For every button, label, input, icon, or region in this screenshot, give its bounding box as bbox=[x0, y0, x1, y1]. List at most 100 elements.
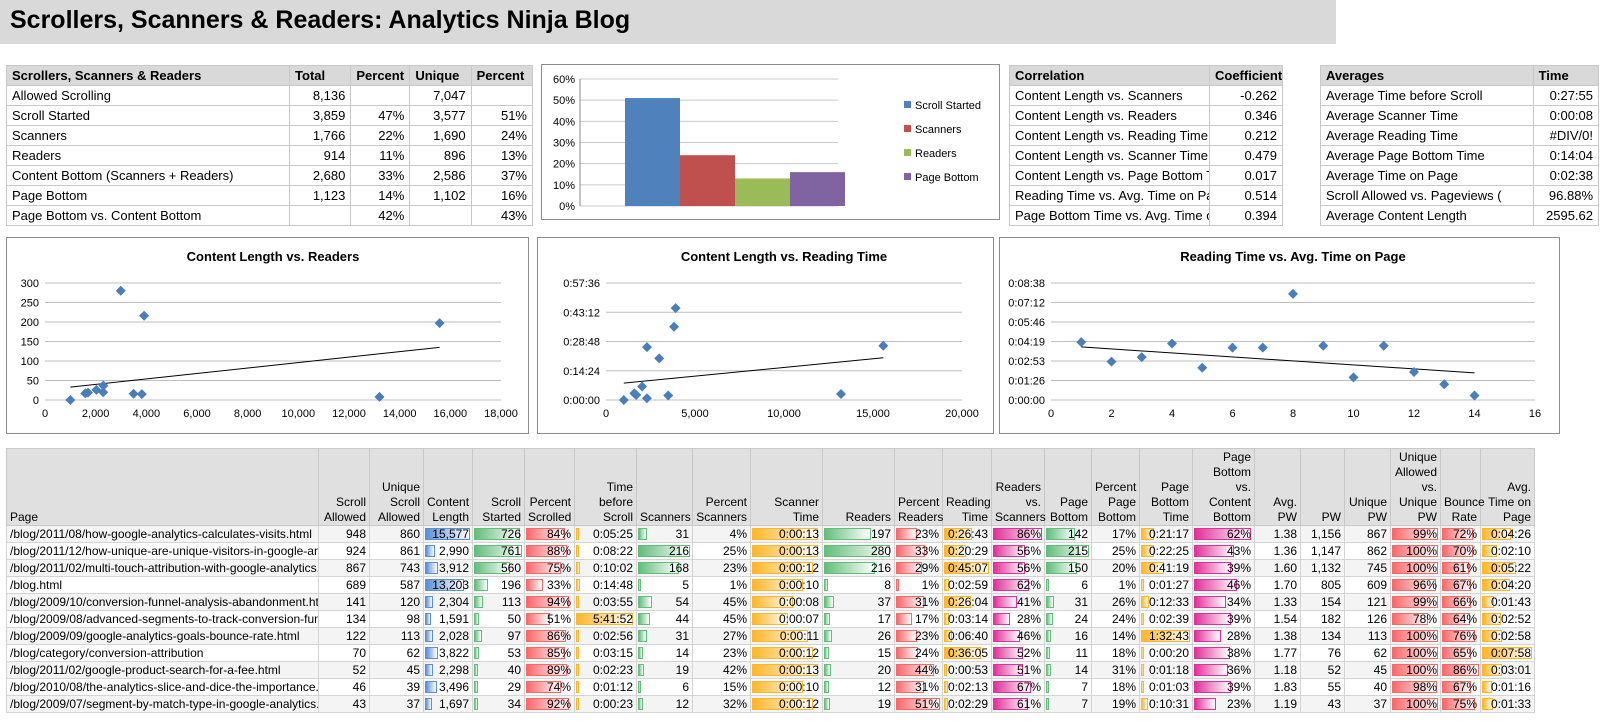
data-point[interactable] bbox=[878, 340, 889, 351]
data-cell[interactable]: 39% bbox=[1192, 559, 1255, 577]
data-cell[interactable]: 19% bbox=[1091, 695, 1140, 713]
data-cell[interactable]: 19 bbox=[822, 695, 895, 713]
averages-cell[interactable]: Scroll Allowed vs. Pageviews ( bbox=[1320, 185, 1534, 206]
data-cell[interactable]: 1,697 bbox=[423, 695, 473, 713]
data-cell[interactable]: 53 bbox=[472, 644, 525, 662]
data-cell[interactable]: 0:00:53 bbox=[942, 661, 992, 679]
data-cell[interactable]: 39% bbox=[1192, 678, 1255, 696]
data-cell[interactable]: 2,028 bbox=[423, 627, 473, 645]
data-point[interactable] bbox=[1409, 366, 1419, 377]
averages-cell[interactable]: Average Content Length bbox=[1320, 205, 1534, 226]
correlation-cell[interactable]: Content Length vs. Reading Time bbox=[1009, 125, 1210, 146]
averages-cell[interactable]: #DIV/0! bbox=[1532, 125, 1600, 146]
data-cell[interactable]: 0:06:40 bbox=[942, 627, 992, 645]
page-cell[interactable]: /blog/2011/12/how-unique-are-unique-visi… bbox=[6, 542, 319, 560]
data-point[interactable] bbox=[1439, 379, 1450, 390]
data-cell[interactable]: 32% bbox=[692, 695, 751, 713]
data-cell[interactable]: 726 bbox=[472, 525, 525, 543]
data-cell[interactable]: 0:01:18 bbox=[1139, 661, 1193, 679]
data-point[interactable] bbox=[663, 390, 674, 401]
data-cell[interactable]: 65% bbox=[1440, 644, 1481, 662]
data-cell[interactable]: 182 bbox=[1300, 610, 1345, 628]
data-cell[interactable]: 0:08:22 bbox=[574, 542, 637, 560]
column-header[interactable]: Page bbox=[6, 448, 319, 526]
summary-cell[interactable]: 8,136 bbox=[289, 85, 352, 106]
data-cell[interactable]: 126 bbox=[1344, 610, 1391, 628]
data-cell[interactable]: 0:05:25 bbox=[574, 525, 637, 543]
summary-cell[interactable]: Allowed Scrolling bbox=[5, 85, 291, 106]
data-cell[interactable]: 0:02:13 bbox=[942, 678, 992, 696]
column-header[interactable]: Content Length bbox=[423, 448, 473, 526]
data-cell[interactable]: 62 bbox=[1344, 644, 1391, 662]
data-cell[interactable]: 31 bbox=[1044, 593, 1092, 611]
data-cell[interactable]: 51% bbox=[991, 661, 1045, 679]
data-point[interactable] bbox=[669, 321, 680, 332]
data-cell[interactable]: 142 bbox=[1044, 525, 1092, 543]
data-cell[interactable]: 1.38 bbox=[1254, 627, 1301, 645]
data-cell[interactable]: 12 bbox=[636, 695, 693, 713]
averages-cell[interactable]: Average Time on Page bbox=[1320, 165, 1534, 186]
data-cell[interactable]: 62% bbox=[1192, 525, 1255, 543]
data-cell[interactable]: 0:21:17 bbox=[1139, 525, 1193, 543]
correlation-cell[interactable]: Content Length vs. Scanners bbox=[1009, 85, 1210, 106]
data-cell[interactable]: 216 bbox=[636, 542, 693, 560]
data-cell[interactable]: 0:45:07 bbox=[942, 559, 992, 577]
data-cell[interactable]: 14 bbox=[1044, 661, 1092, 679]
data-point[interactable] bbox=[1227, 342, 1238, 353]
data-point[interactable] bbox=[670, 303, 681, 314]
table-row[interactable]: /blog/category/conversion-attribution 70 6… bbox=[6, 644, 1535, 662]
data-cell[interactable]: 0:03:01 bbox=[1480, 661, 1535, 679]
data-point[interactable] bbox=[139, 310, 150, 321]
summary-cell[interactable]: 14% bbox=[350, 185, 411, 206]
page-cell[interactable]: /blog/2009/10/conversion-funnel-analysis… bbox=[6, 593, 319, 611]
data-cell[interactable]: 1.19 bbox=[1254, 695, 1301, 713]
data-cell[interactable]: 55 bbox=[1300, 678, 1345, 696]
column-header[interactable]: Readers vs. Scanners bbox=[991, 448, 1046, 526]
data-cell[interactable]: 100% bbox=[1390, 695, 1441, 713]
data-cell[interactable]: 113 bbox=[369, 627, 424, 645]
data-cell[interactable]: 862 bbox=[1344, 542, 1391, 560]
data-cell[interactable]: 0:02:29 bbox=[942, 695, 992, 713]
data-point[interactable] bbox=[1167, 338, 1177, 349]
data-cell[interactable]: 0:00:11 bbox=[750, 627, 823, 645]
data-cell[interactable]: 0:02:56 bbox=[574, 627, 637, 645]
data-cell[interactable]: 100% bbox=[1390, 559, 1441, 577]
data-cell[interactable]: 1.33 bbox=[1254, 593, 1301, 611]
data-cell[interactable]: 168 bbox=[636, 559, 693, 577]
column-header[interactable]: Page Bottom Time bbox=[1139, 448, 1193, 526]
data-cell[interactable]: 215 bbox=[1044, 542, 1092, 560]
correlation-cell[interactable]: Content Length vs. Scanner Time bbox=[1009, 145, 1210, 166]
data-cell[interactable]: 45% bbox=[692, 610, 751, 628]
data-cell[interactable]: 0:41:19 bbox=[1139, 559, 1193, 577]
page-cell[interactable]: /blog.html bbox=[6, 576, 319, 594]
data-cell[interactable]: 1,147 bbox=[1300, 542, 1345, 560]
bar[interactable] bbox=[625, 98, 680, 206]
column-header[interactable]: Time before Scroll bbox=[574, 448, 637, 526]
data-cell[interactable]: 51% bbox=[524, 610, 575, 628]
data-cell[interactable]: 0:07:58 bbox=[1480, 644, 1535, 662]
data-cell[interactable]: 45 bbox=[369, 661, 424, 679]
data-cell[interactable]: 26 bbox=[822, 627, 895, 645]
data-cell[interactable]: 1:32:43 bbox=[1139, 627, 1193, 645]
table-row[interactable]: /blog/2010/08/the-analytics-slice-and-di… bbox=[6, 678, 1535, 696]
data-cell[interactable]: 8 bbox=[822, 576, 895, 594]
data-cell[interactable]: 0:03:15 bbox=[574, 644, 637, 662]
averages-cell[interactable]: 0:14:04 bbox=[1532, 145, 1600, 166]
summary-cell[interactable]: 1,102 bbox=[409, 185, 472, 206]
data-cell[interactable]: 29% bbox=[894, 559, 943, 577]
data-cell[interactable]: 0:03:55 bbox=[574, 593, 637, 611]
summary-cell[interactable]: 896 bbox=[409, 145, 472, 166]
data-cell[interactable]: 0:01:16 bbox=[1480, 678, 1535, 696]
data-point[interactable] bbox=[1106, 356, 1117, 367]
data-cell[interactable]: 67% bbox=[1440, 576, 1481, 594]
data-cell[interactable]: 15% bbox=[692, 678, 751, 696]
summary-cell[interactable]: 1,123 bbox=[289, 185, 352, 206]
summary-cell[interactable]: Scanners bbox=[5, 125, 291, 146]
data-point[interactable] bbox=[1288, 288, 1298, 299]
data-cell[interactable]: 46 bbox=[318, 678, 370, 696]
data-cell[interactable]: 28% bbox=[991, 610, 1045, 628]
bar[interactable] bbox=[680, 155, 735, 206]
data-cell[interactable]: 0:00:10 bbox=[750, 678, 823, 696]
data-cell[interactable]: 7 bbox=[1044, 678, 1092, 696]
column-header[interactable]: Unique Allowed vs. Unique PW bbox=[1390, 448, 1441, 526]
